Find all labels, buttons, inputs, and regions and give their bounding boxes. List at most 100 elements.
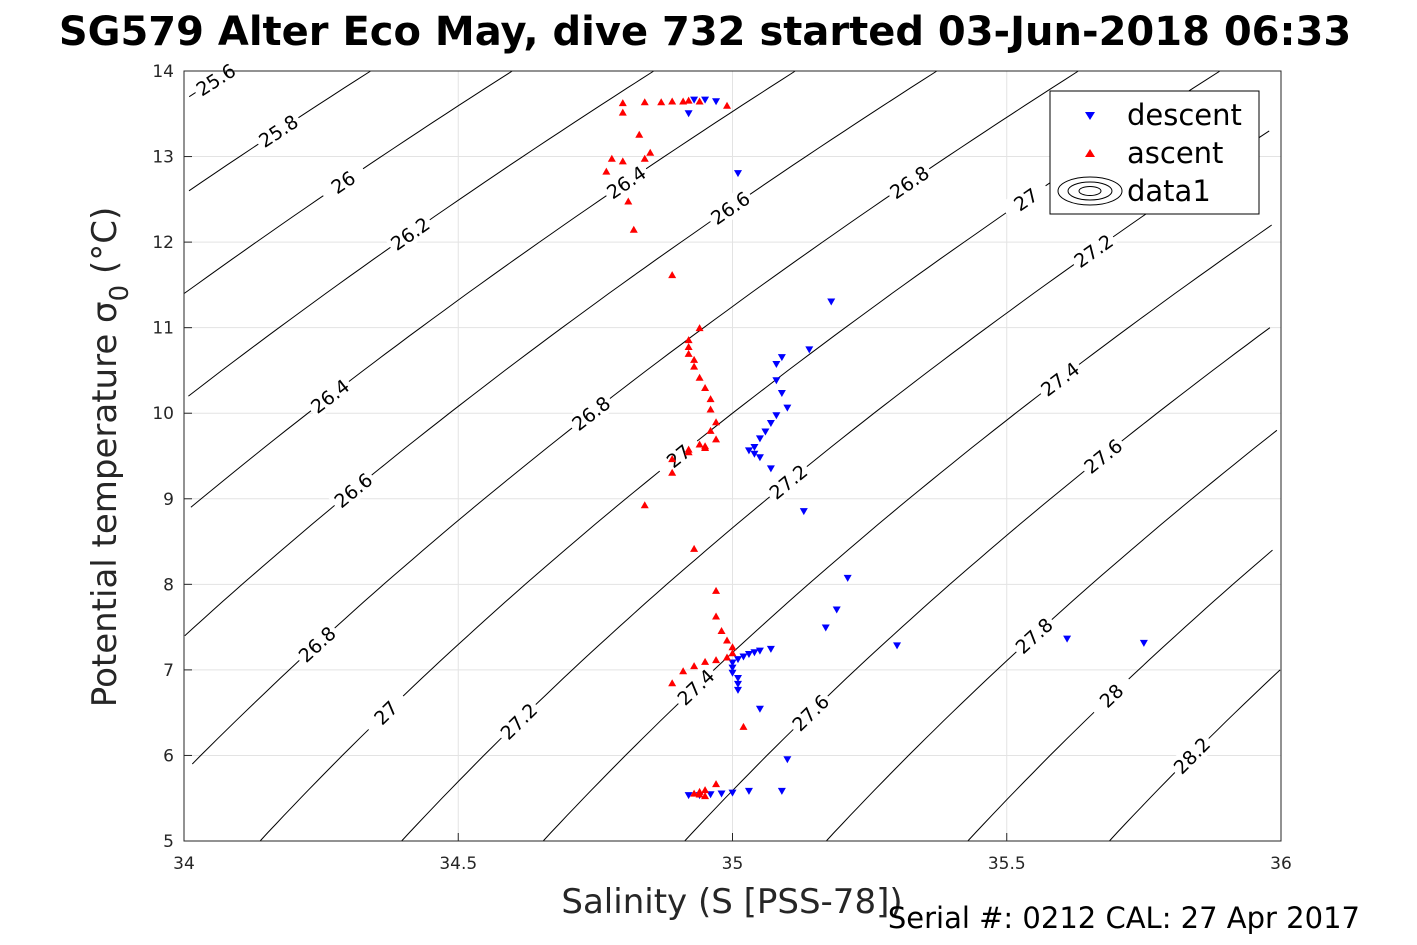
- descent-point: [739, 653, 748, 661]
- descent-point: [777, 390, 786, 398]
- contour-label-bg: [317, 159, 370, 205]
- contour-label-bg: [600, 159, 653, 205]
- descent-point: [712, 98, 721, 106]
- descent-point: [728, 659, 737, 667]
- descent-point: [755, 705, 764, 713]
- contour-label-bg: [565, 389, 617, 437]
- descent-point: [750, 443, 759, 451]
- y-tick-label: 13: [152, 148, 174, 168]
- legend-contour-icon: [1057, 176, 1123, 206]
- ascent-point: [695, 373, 704, 381]
- y-tick-label: 9: [163, 490, 174, 510]
- sigma-contour-line: [184, 70, 938, 637]
- descent-point: [728, 669, 737, 677]
- descent-point: [684, 792, 693, 800]
- contour-label-bg: [327, 466, 379, 514]
- descent-point: [827, 298, 836, 306]
- descent-point: [744, 650, 753, 658]
- descent-point: [733, 170, 742, 178]
- sigma-contour-line: [190, 70, 796, 508]
- ascent-point: [618, 108, 627, 116]
- descent-point: [783, 404, 792, 412]
- ascent-point: [629, 225, 638, 233]
- ascent-point: [624, 197, 633, 205]
- descent-point: [777, 787, 786, 795]
- ascent-point: [695, 324, 704, 332]
- x-tick-label: 34.5: [439, 854, 477, 874]
- descent-point: [766, 645, 775, 653]
- x-tick-label: 36: [1270, 854, 1292, 874]
- legend-descent-label: descent: [1127, 98, 1242, 132]
- descent-point: [805, 346, 814, 354]
- y-tick-label: 10: [152, 404, 174, 424]
- ascent-point: [668, 271, 677, 279]
- contour-label-bg: [1008, 611, 1060, 660]
- contour-label-bg: [1067, 227, 1120, 274]
- legend-ascent-label: ascent: [1127, 136, 1223, 170]
- descent-point: [690, 96, 699, 104]
- ascent-point: [695, 440, 704, 448]
- ascent-point: [701, 792, 710, 800]
- descent-point: [766, 419, 775, 427]
- ascent-point: [690, 789, 699, 797]
- ascent-point: [712, 780, 721, 788]
- ascent-point: [618, 157, 627, 165]
- ascent-point: [646, 148, 655, 156]
- descent-point: [684, 110, 693, 118]
- contour-label-bg: [189, 57, 242, 102]
- ascent-point: [684, 448, 693, 456]
- y-axis-label: Potential temperature σ0 (°C): [85, 207, 135, 707]
- descent-point: [766, 465, 775, 473]
- descent-point: [728, 664, 737, 672]
- sigma-contour-line: [542, 224, 1272, 842]
- descent-point: [701, 96, 710, 104]
- descent-point: [843, 574, 852, 582]
- ascent-point: [607, 154, 616, 162]
- ascent-point: [640, 501, 649, 509]
- descent-point: [799, 508, 808, 516]
- x-tick-label: 35.5: [988, 854, 1026, 874]
- descent-point: [733, 680, 742, 688]
- contour-label-bg: [252, 108, 305, 154]
- ascent-point: [701, 786, 710, 794]
- ascent-point: [618, 99, 627, 107]
- y-tick-label: 11: [152, 319, 174, 339]
- contour-label-bg: [304, 372, 356, 420]
- ascent-point: [635, 130, 644, 138]
- ascent-point: [668, 679, 677, 687]
- ascent-point: [690, 544, 699, 552]
- descent-point: [733, 686, 742, 694]
- ascent-point: [684, 349, 693, 357]
- ascent-point: [723, 101, 732, 109]
- contour-label-bg: [670, 662, 721, 712]
- calibration-footer: Serial #: 0212 CAL: 27 Apr 2017: [888, 901, 1360, 935]
- descent-point: [1139, 639, 1148, 647]
- ascent-point: [706, 395, 715, 403]
- descent-point: [733, 656, 742, 664]
- sigma-contour-line: [684, 327, 1271, 842]
- ascent-point: [684, 342, 693, 350]
- contour-label-bg: [1166, 730, 1217, 781]
- x-tick-label: 35: [722, 854, 744, 874]
- ascent-point: [723, 653, 732, 661]
- descent-point: [728, 789, 737, 797]
- ascent-point: [717, 627, 726, 635]
- contour-label-bg: [493, 696, 544, 746]
- ascent-point: [701, 384, 710, 392]
- ascent-point: [657, 98, 666, 106]
- y-axis-label-subscript: 0: [105, 285, 135, 302]
- ascent-point: [706, 426, 715, 434]
- chart-title: SG579 Alter Eco May, dive 732 started 03…: [59, 9, 1351, 55]
- contour-label-bg: [384, 210, 437, 257]
- ascent-point: [712, 656, 721, 664]
- descent-point: [893, 642, 902, 650]
- descent-point: [744, 447, 753, 455]
- contour-label-bg: [785, 688, 836, 738]
- descent-point: [777, 354, 786, 362]
- data-series: [602, 96, 1148, 800]
- y-tick-label: 6: [163, 746, 174, 766]
- y-tick-label: 14: [152, 62, 174, 82]
- y-tick-label: 7: [163, 661, 174, 681]
- ascent-point: [690, 362, 699, 370]
